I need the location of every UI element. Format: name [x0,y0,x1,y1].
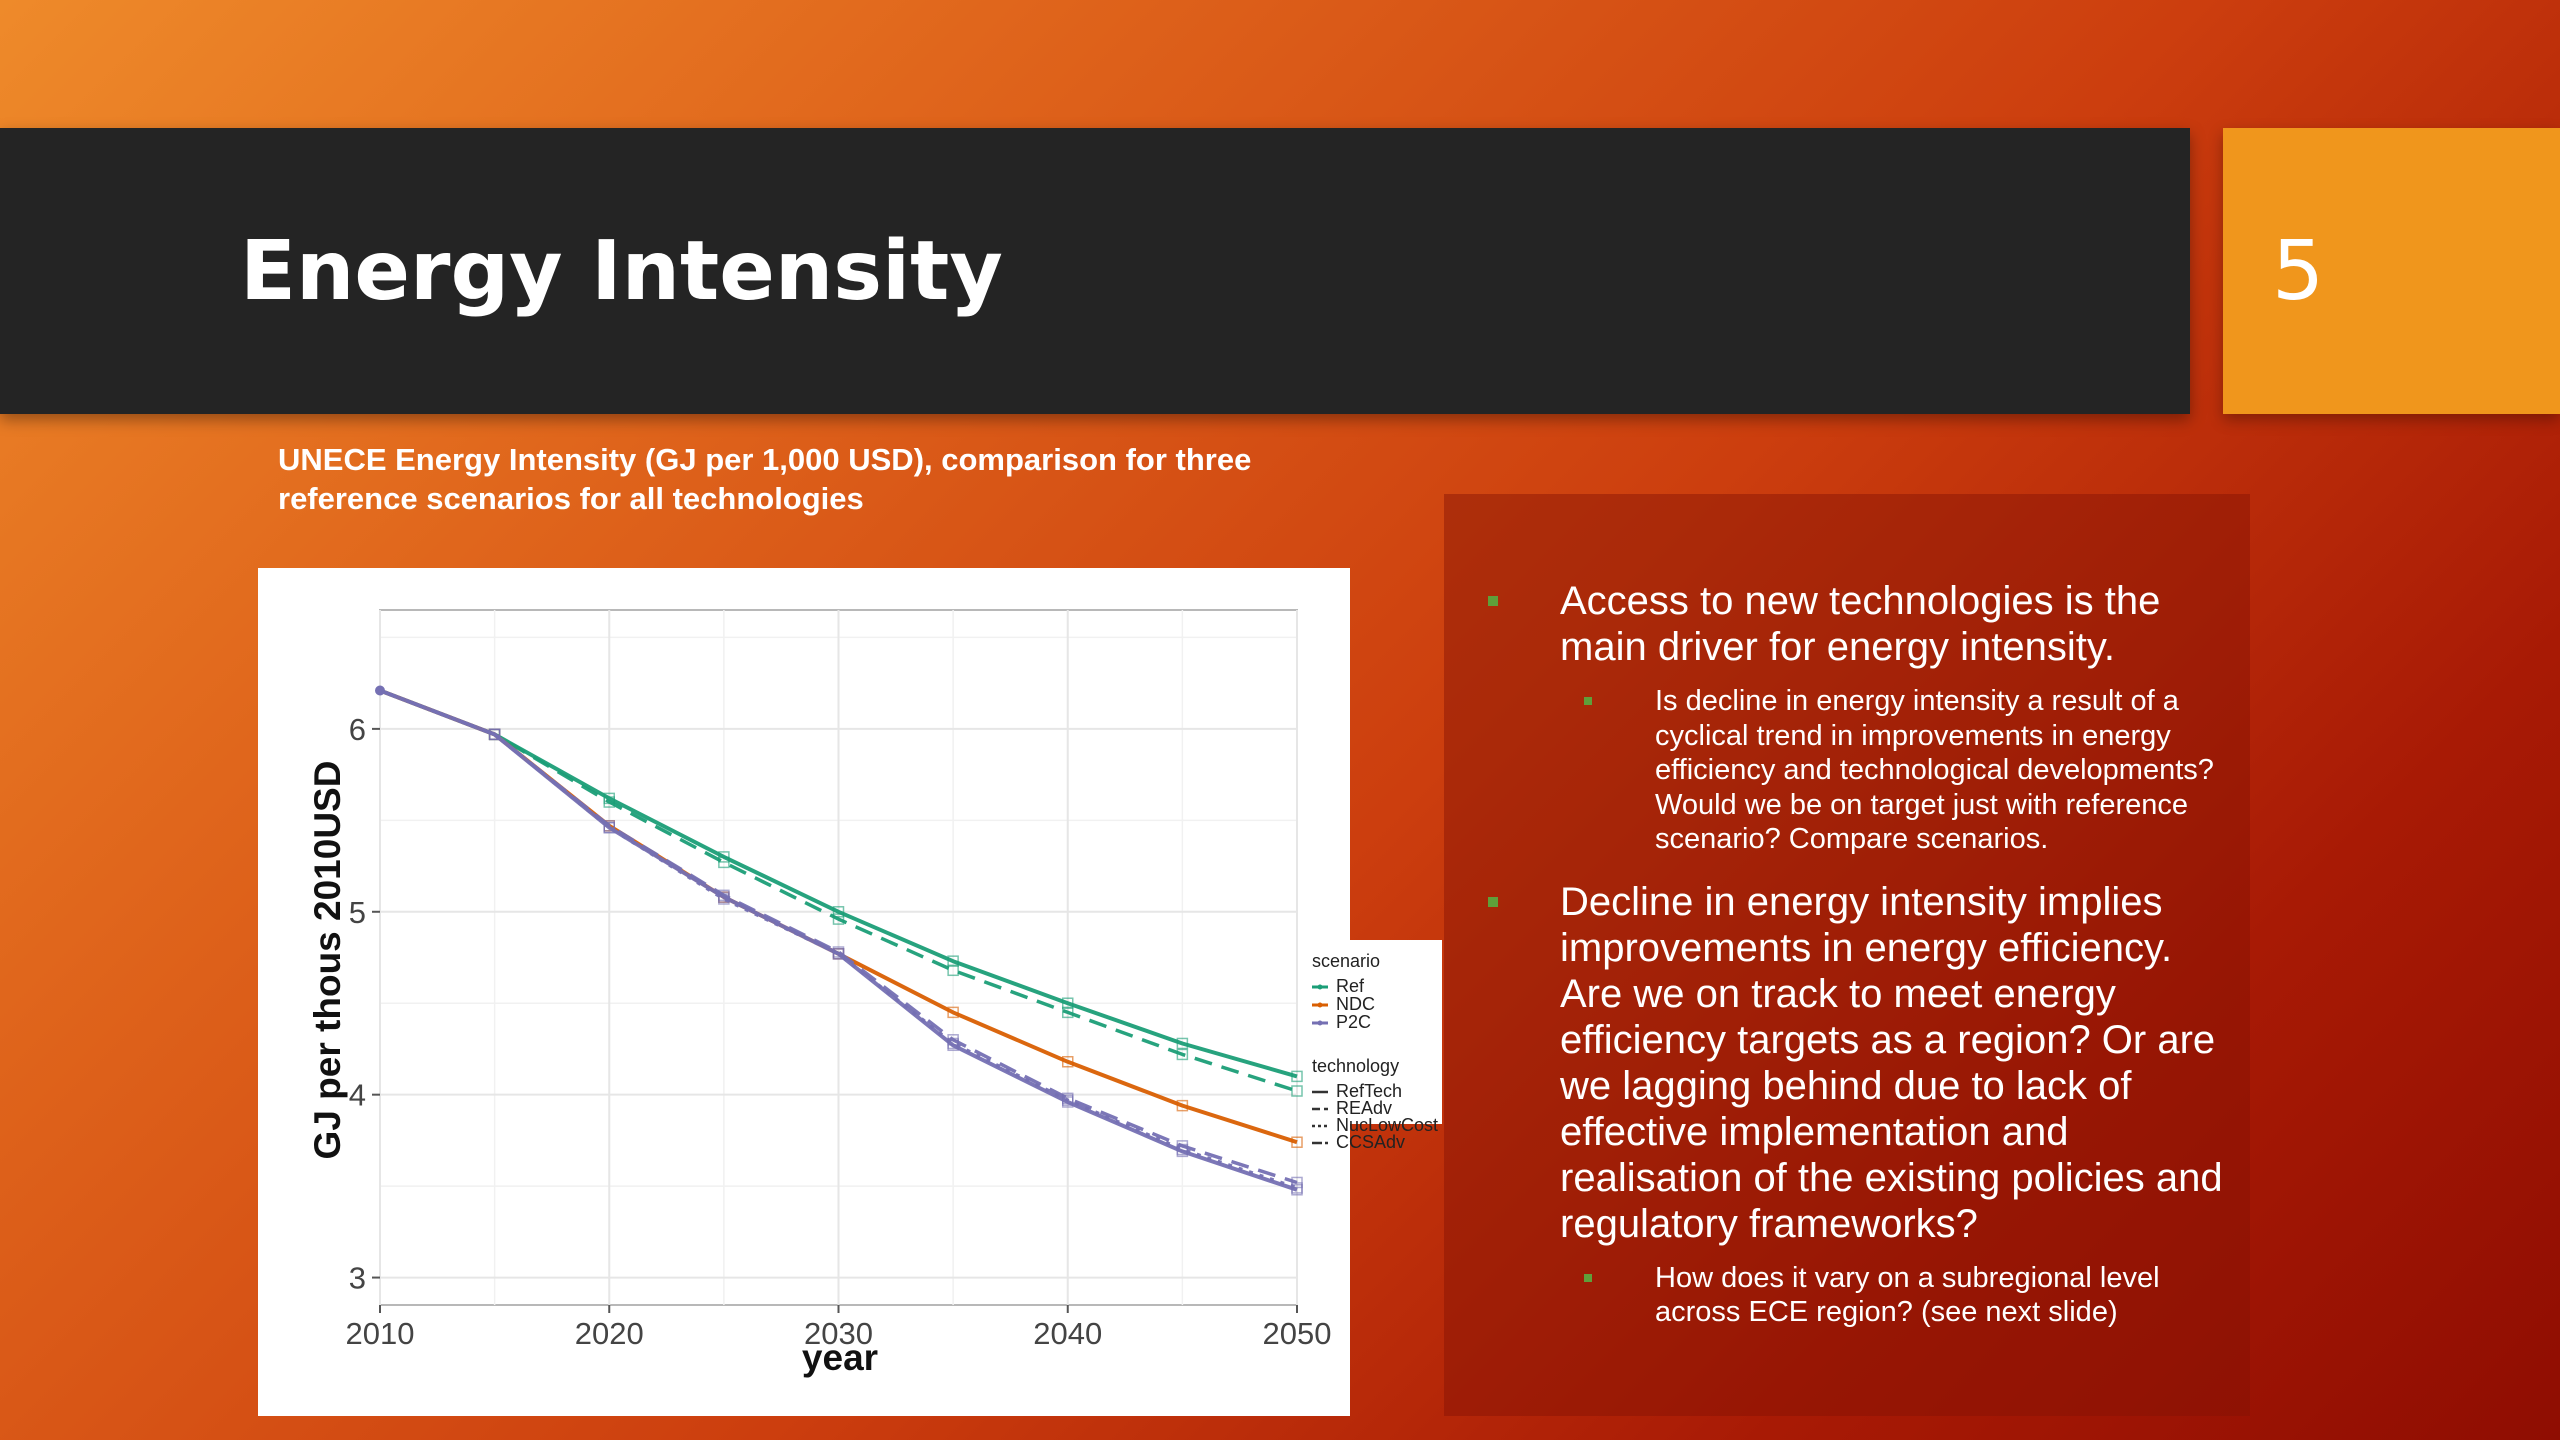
series-line-ref-reftech [379,688,1298,1079]
series-line-ref-readv [379,688,1298,1093]
data-point-p2c [947,1037,959,1050]
x-axis-label: year [802,1337,878,1378]
data-point-p2c [1291,1182,1303,1194]
legend-scenario-title: scenario [1312,951,1380,971]
data-point-ndc [1062,1056,1074,1068]
data-point-p2c [1062,1094,1074,1106]
data-point-ref [1291,1085,1303,1097]
title-bar [0,128,2190,414]
text-panel [1444,494,2250,1416]
data-point-ndc [947,1006,959,1019]
sub-bullet-text: How does it vary on a subregional level … [1655,1261,2160,1329]
page-number: 5 [2272,224,2325,319]
sub-bullet-item: How does it vary on a subregional level … [1480,1261,2240,1330]
data-point-ref [718,856,730,869]
data-point-ref [1176,1048,1189,1061]
legend-technology-title: technology [1312,1056,1399,1076]
legend-key-point [1317,1020,1323,1026]
bullet-list: Access to new technologies is the main d… [1480,578,2240,1352]
legend-label-ndc: NDC [1336,994,1375,1014]
x-tick-label: 2050 [1263,1316,1332,1351]
data-point-p2c [718,893,730,905]
legend-label-ccsadv: CCSAdv [1336,1132,1405,1152]
slide-title: Energy Intensity [240,224,1003,319]
page-number-box [2223,128,2560,414]
data-point-ref [947,964,959,977]
bullet-item: Decline in energy intensity implies impr… [1480,879,2240,1330]
data-point-p2c [603,821,615,834]
legend-label-nuclowcost: NucLowCost [1336,1115,1438,1135]
sub-bullet-text: Is decline in energy intensity a result … [1655,685,2214,855]
y-tick-label: 6 [349,712,366,747]
data-point-ref [1176,1037,1189,1050]
data-point-ref [1291,1070,1303,1083]
legend-label-p2c: P2C [1336,1012,1371,1032]
series-lines [375,685,1303,1196]
y-tick-label: 3 [349,1261,366,1296]
legend-background [1300,940,1442,1124]
legend-key-point [1317,984,1323,990]
axes: 2010 2020 2030 2040 2050 3 4 5 6 [346,712,1332,1351]
sub-bullet-marker-icon [1584,1273,1592,1282]
chart-caption: UNECE Energy Intensity (GJ per 1,000 USD… [278,442,1252,516]
data-point-ref [1062,1006,1074,1019]
data-point-p2c [1176,1143,1189,1156]
data-point-ref [832,906,845,918]
bullet-text: Decline in energy intensity implies impr… [1560,879,2223,1246]
x-tick-label: 2040 [1033,1316,1102,1351]
data-point-p2c [488,728,501,741]
sub-bullet-marker-icon [1584,697,1592,705]
legend-label-readv: REAdv [1336,1098,1392,1118]
series-line-p2c-readv [379,688,1298,1185]
bullet-marker-icon [1488,596,1498,606]
data-point-ref [832,913,845,925]
legend-label-ref: Ref [1336,976,1365,996]
y-tick-label: 5 [349,895,366,930]
data-point-ref [603,796,615,808]
data-point-ref [947,955,959,967]
legend-label-reftech: RefTech [1336,1081,1402,1101]
bullet-text: Access to new technologies is the main d… [1560,579,2161,669]
y-tick-label: 4 [349,1078,366,1113]
sub-bullet-item: Is decline in energy intensity a result … [1480,684,2240,857]
data-point-ndc [1176,1099,1189,1112]
bullet-item: Access to new technologies is the main d… [1480,578,2240,857]
data-point-start [375,685,385,696]
data-point-ref [1062,997,1074,1009]
legend-key-point [1317,1002,1323,1008]
data-point-ndc [1291,1136,1303,1148]
x-tick-label: 2020 [575,1316,644,1351]
x-tick-label: 2010 [346,1316,415,1351]
y-axis-label: GJ per thous 2010USD [307,761,348,1160]
bullet-marker-icon [1488,896,1498,907]
data-point-p2c [832,948,845,960]
x-tick-label: 2030 [804,1316,873,1351]
